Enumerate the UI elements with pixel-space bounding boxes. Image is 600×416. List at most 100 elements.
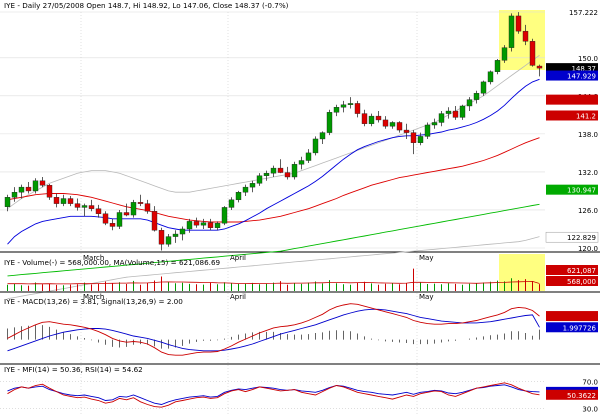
candlesticks	[4, 12, 543, 251]
price-tag-5	[545, 231, 599, 243]
volume-tag-label-1: 568,000	[567, 278, 596, 286]
price-tag-label-1: 147.929	[567, 73, 596, 81]
candle-body-44	[312, 138, 319, 154]
volume-month-labels: March April May	[83, 293, 433, 301]
candle-body-57	[403, 129, 410, 133]
oscillator-tag-1	[546, 389, 598, 400]
volume-title: IYE - Volume(-) = 568,000.00, MA(Volume,…	[4, 258, 221, 267]
candle-body-31	[221, 207, 228, 224]
candle-body-40	[284, 172, 291, 178]
slow-ma-line	[7, 203, 540, 277]
candle-body-35	[249, 183, 256, 188]
oscillator-tag-label-1: 50.3622	[567, 392, 596, 400]
volume-value-tags: 621,087 568,000	[546, 265, 598, 286]
candle-body-21	[151, 211, 158, 231]
oscillator-value-tags: 54.623650.3622	[546, 386, 598, 400]
candle-body-48	[340, 104, 347, 108]
price-tag-1	[546, 70, 598, 81]
candle-body-22	[158, 230, 165, 245]
candle-body-39	[277, 167, 284, 173]
price-month-label-0: March	[83, 254, 104, 262]
candle-body-51	[361, 113, 368, 124]
candle-body-27	[193, 221, 200, 226]
price-month-label-2: May	[419, 254, 433, 262]
mfi-rsi-title: IYE - MFI(14) = 50.36, RSI(14) = 54.62	[4, 365, 143, 374]
candle-body-1	[11, 192, 18, 198]
candle-body-7	[53, 197, 60, 204]
candle-body-0	[4, 197, 11, 207]
candle-body-13	[95, 208, 102, 214]
candle-body-73	[515, 15, 522, 32]
candle-body-74	[522, 30, 529, 42]
price-tag-3	[546, 110, 598, 121]
price-tag-label-3: 141.2	[576, 112, 596, 120]
price-tag-label-0: 148.37	[572, 65, 597, 73]
candle-body-26	[186, 221, 193, 230]
candle-body-30	[214, 223, 221, 228]
volume-tag-0	[546, 265, 598, 275]
candle-body-17	[123, 212, 130, 216]
volume-tag-label-0: 621,087	[567, 267, 596, 275]
oscillator-y-ticks: 70.0 30.0	[582, 378, 598, 413]
candle-body-5	[39, 180, 46, 186]
price-tag-label-5: 122.829	[567, 234, 596, 242]
candle-body-47	[333, 107, 340, 113]
candle-body-63	[445, 110, 452, 114]
candle-body-58	[410, 132, 417, 143]
candle-body-76	[536, 65, 543, 69]
candle-body-8	[60, 198, 67, 204]
candle-body-64	[452, 110, 459, 118]
lower-envelope-line	[7, 236, 540, 300]
oscillator-gridlines	[0, 365, 545, 416]
candle-body-34	[242, 186, 249, 193]
candle-body-46	[326, 112, 333, 133]
candle-body-49	[347, 103, 354, 105]
volume-month-gridlines	[80, 253, 418, 292]
oscillator-y-tick-0: 70.0	[582, 378, 598, 386]
candle-body-72	[508, 15, 515, 48]
candle-body-25	[179, 228, 186, 235]
price-y-tick-1: 150.0	[578, 55, 598, 63]
moving-average-lines	[7, 78, 540, 277]
candle-body-60	[424, 124, 431, 137]
price-tag-0	[546, 63, 598, 74]
candle-body-9	[67, 198, 74, 204]
volume-panel: 621,087 568,000 IYE - Volume(-) = 568,000…	[0, 253, 600, 301]
candle-body-42	[298, 160, 305, 165]
volume-month-label-2: May	[419, 293, 433, 301]
candle-body-14	[102, 213, 109, 224]
volume-month-label-0: March	[83, 293, 104, 301]
price-month-labels: March April May	[83, 254, 433, 262]
rsi-line	[7, 384, 540, 405]
macd-line	[7, 303, 540, 356]
candle-body-19	[137, 202, 144, 204]
candle-body-71	[501, 47, 508, 61]
macd-tag-label-0: 1.997726	[563, 324, 597, 332]
volume-tag-1	[546, 276, 598, 286]
candle-body-61	[431, 122, 438, 126]
candle-body-15	[109, 223, 116, 227]
candle-body-23	[165, 236, 172, 245]
candle-body-43	[305, 152, 312, 161]
macd-tag-1	[546, 311, 598, 322]
macd-tag-0	[546, 322, 598, 333]
volume-month-label-1: April	[230, 293, 246, 301]
candle-body-3	[25, 186, 32, 192]
candle-body-41	[291, 164, 298, 178]
candle-body-12	[88, 205, 95, 209]
candle-body-62	[438, 113, 445, 123]
price-month-gridlines	[80, 12, 418, 252]
price-tag-4	[546, 184, 598, 195]
candle-body-50	[354, 103, 361, 114]
price-title: IYE - Daily 27/05/2008 Open 148.7, Hi 14…	[4, 1, 289, 10]
candle-body-65	[459, 105, 466, 118]
price-gridlines	[0, 11, 545, 249]
mfi-line	[7, 382, 540, 408]
volume-bars	[7, 268, 540, 291]
macd-signal-line	[7, 308, 540, 352]
candle-body-37	[263, 172, 270, 176]
candle-body-10	[74, 203, 81, 208]
